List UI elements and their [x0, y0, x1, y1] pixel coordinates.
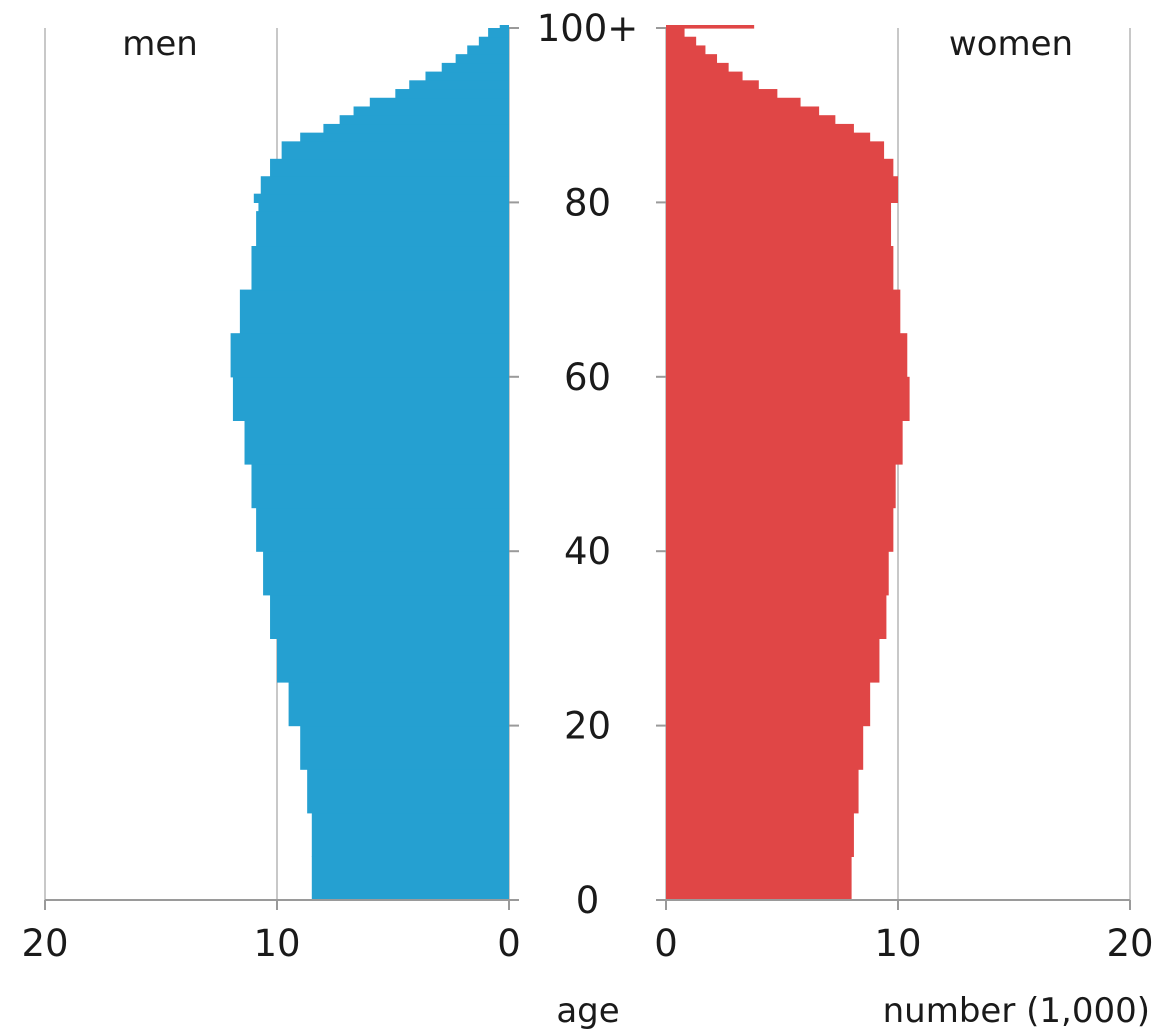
left-bar-age-30 [270, 594, 509, 639]
left-bar-age-81 [260, 176, 509, 195]
right-bar-age-95 [666, 62, 729, 73]
right-bar-age-87 [666, 132, 871, 142]
left-bar-age-40 [256, 507, 509, 552]
right-bar-age-97 [666, 45, 706, 55]
left-x-tick-label-20: 20 [21, 922, 68, 965]
right-bar-age-0 [666, 856, 852, 901]
right-x-tick-label-0: 0 [654, 922, 678, 965]
right-bar-age-65 [666, 289, 901, 334]
women-series-label: women [949, 24, 1073, 64]
left-bar-age-91 [369, 97, 509, 108]
men-series-label: men [122, 24, 198, 64]
left-bar-age-99 [488, 28, 509, 38]
left-bar-age-98 [478, 36, 509, 47]
left-bar-age-93 [409, 80, 509, 90]
grid-layer [44, 28, 1131, 900]
left-x-tick-label-10: 10 [253, 922, 300, 965]
age-tick-label-80: 80 [564, 181, 611, 224]
left-bar-age-5 [311, 812, 509, 857]
right-bar-age-50 [666, 420, 903, 465]
left-bar-age-94 [425, 71, 509, 81]
left-bar-age-89 [339, 115, 509, 125]
left-bar-age-96 [455, 54, 509, 64]
left-bar-age-25 [277, 638, 509, 683]
right-bar-age-55 [666, 376, 910, 421]
age-tick-label-60: 60 [564, 356, 611, 399]
right-bar-age-80 [666, 193, 898, 203]
left-bar-age-0 [311, 856, 509, 901]
left-bar-age-95 [441, 62, 509, 73]
right-bar-age-90 [666, 106, 820, 116]
right-bar-age-5 [666, 812, 854, 857]
right-bar-age-88 [666, 123, 854, 134]
left-bar-age-100 [499, 25, 509, 29]
left-bar-age-75 [256, 211, 509, 247]
left-bar-age-70 [251, 246, 510, 291]
left-bar-age-20 [288, 682, 509, 727]
age-tick-label-20: 20 [564, 705, 611, 748]
left-bar-age-83 [270, 158, 509, 177]
right-bar-age-45 [666, 464, 896, 509]
right-bar-age-70 [666, 246, 894, 291]
bar-layer [230, 25, 910, 901]
right-bar-age-81 [666, 176, 898, 195]
left-bar-age-50 [244, 420, 509, 465]
right-bar-age-99 [666, 28, 685, 38]
age-tick-label-40: 40 [564, 530, 611, 573]
left-bar-age-97 [467, 45, 509, 55]
axis-layer: 0 0 10 10 20 20 0 20 40 60 80 100+ [21, 7, 1153, 965]
left-bar-age-35 [263, 551, 509, 596]
left-bar-age-88 [323, 123, 509, 134]
right-bar-age-60 [666, 333, 908, 378]
left-bar-age-65 [239, 289, 509, 334]
right-bar-age-98 [666, 36, 697, 47]
right-bar-age-85 [666, 141, 885, 160]
left-bar-age-10 [307, 769, 509, 814]
right-bar-age-75 [666, 211, 892, 247]
right-bar-age-35 [666, 551, 889, 596]
right-bar-age-25 [666, 638, 880, 683]
right-bar-age-79 [666, 202, 892, 212]
left-bar-age-45 [251, 464, 510, 509]
age-tick-label-100: 100+ [537, 7, 639, 50]
right-bar-age-89 [666, 115, 836, 125]
left-bar-age-60 [230, 333, 509, 378]
left-bar-age-55 [232, 376, 510, 421]
left-bar-age-15 [300, 725, 509, 770]
right-bar-age-20 [666, 682, 871, 727]
right-x-tick-label-10: 10 [874, 922, 921, 965]
left-x-tick-label-0: 0 [497, 922, 521, 965]
right-bar-age-30 [666, 594, 887, 639]
left-bar-age-87 [300, 132, 509, 142]
x-axis-title: number (1,000) [883, 991, 1150, 1031]
left-bar-age-92 [395, 89, 509, 99]
right-bar-age-100 [666, 25, 755, 29]
left-bar-age-90 [353, 106, 509, 116]
right-bar-age-94 [666, 71, 743, 81]
left-bar-age-79 [258, 202, 509, 212]
right-bar-age-83 [666, 158, 894, 177]
left-bar-age-85 [281, 141, 509, 160]
age-tick-label-0: 0 [576, 879, 600, 922]
right-bar-age-40 [666, 507, 894, 552]
age-axis-title: age [556, 991, 619, 1031]
label-layer: men women age number (1,000) [122, 24, 1150, 1031]
right-bar-age-10 [666, 769, 859, 814]
right-bar-age-92 [666, 89, 778, 99]
left-bar-age-80 [253, 193, 509, 203]
right-bar-age-15 [666, 725, 864, 770]
right-x-tick-label-20: 20 [1106, 922, 1153, 965]
right-bar-age-91 [666, 97, 801, 108]
right-bar-age-96 [666, 54, 718, 64]
right-bar-age-93 [666, 80, 759, 90]
